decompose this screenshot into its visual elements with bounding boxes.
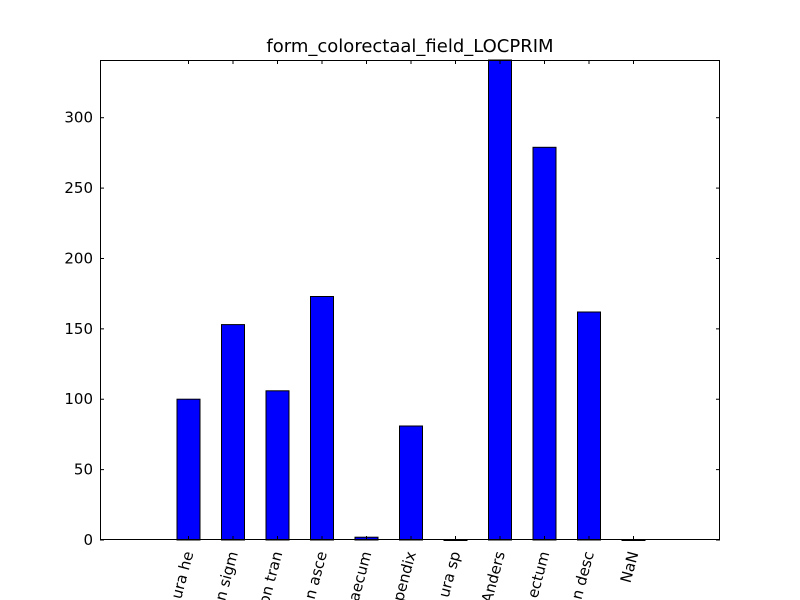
x-tick-label: n desc <box>568 549 598 600</box>
y-tick-label: 200 <box>64 249 93 267</box>
x-tick-label: on tran <box>255 549 286 600</box>
bar-7 <box>488 59 512 541</box>
y-tick-label: 150 <box>64 320 93 338</box>
x-tick-label: n sigm <box>211 549 241 600</box>
y-tick-label: 100 <box>64 390 93 408</box>
y-tick-label: 250 <box>64 179 93 197</box>
x-tick-label: ectum <box>524 549 554 600</box>
bar-6 <box>443 539 468 541</box>
x-tick-label: pendix <box>389 549 420 600</box>
bars-group <box>176 59 646 541</box>
bar-5 <box>399 425 423 541</box>
bar-9 <box>577 311 601 541</box>
bar-2 <box>265 390 290 541</box>
x-tick-label: aecum <box>345 549 376 600</box>
x-tick-label: ura he <box>167 549 197 600</box>
bar-3 <box>310 296 334 541</box>
x-tick-label: Anders <box>478 549 509 600</box>
y-axis: 0 50 100 150 200 250 300 <box>64 109 720 549</box>
bar-10 <box>621 539 646 541</box>
x-tick-label: ura sp <box>435 549 465 599</box>
chart-title: form_colorectaal_field_LOCPRIM <box>266 36 553 57</box>
bar-0 <box>176 398 201 541</box>
x-tick-label: n asce <box>301 549 331 600</box>
x-tick-label: NaN <box>617 549 643 584</box>
y-tick-label: 300 <box>64 109 93 127</box>
y-tick-label: 50 <box>74 461 93 479</box>
y-tick-label: 0 <box>83 531 93 549</box>
bar-1 <box>221 324 245 541</box>
plot-frame <box>100 60 720 540</box>
bar-8 <box>532 146 557 541</box>
